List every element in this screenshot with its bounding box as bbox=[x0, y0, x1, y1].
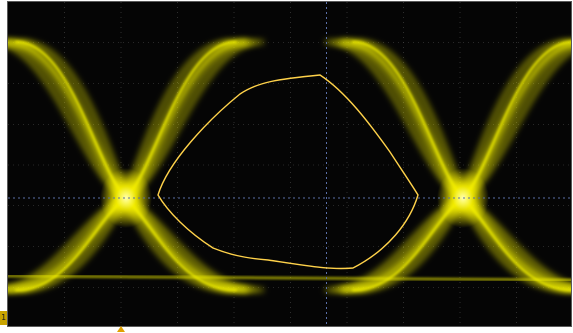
eye-transition-rising bbox=[8, 40, 232, 290]
graticule-center-axes bbox=[8, 2, 571, 326]
eye-crossing-point bbox=[100, 168, 152, 228]
eye-transition-falling bbox=[15, 41, 237, 291]
eye-transition-rising bbox=[349, 44, 571, 292]
eye-transition-rising bbox=[15, 41, 237, 291]
eye-trace-envelope bbox=[8, 34, 571, 298]
eye-transition-falling bbox=[8, 44, 232, 292]
waveform-display[interactable] bbox=[7, 1, 572, 327]
eye-bottom-rail bbox=[8, 275, 571, 281]
eye-diagram-canvas bbox=[8, 2, 571, 326]
channel-1-marker-icon[interactable]: 1 bbox=[0, 311, 7, 325]
eye-mask-contour bbox=[157, 74, 419, 270]
trigger-position-arrow-icon[interactable] bbox=[117, 326, 125, 332]
